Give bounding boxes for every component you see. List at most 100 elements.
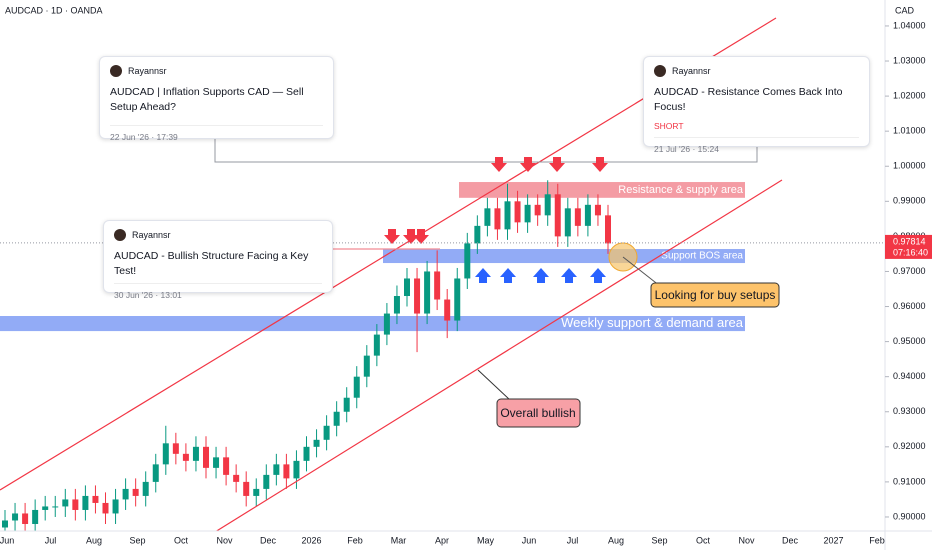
- candle-body: [383, 313, 390, 335]
- candle-body: [554, 194, 561, 237]
- candle-body: [112, 499, 119, 514]
- candle-body: [283, 464, 290, 479]
- candle-body: [223, 457, 230, 475]
- candle-body: [454, 278, 461, 321]
- candle-body: [2, 520, 8, 528]
- idea-card[interactable]: Rayannsr AUDCAD - Resistance Comes Back …: [643, 56, 870, 154]
- candle-body: [504, 201, 511, 230]
- idea-date: 21 Jul '26 · 15:24: [654, 137, 859, 154]
- x-tick-label: May: [477, 535, 495, 545]
- y-tick-label: 1.01000: [893, 126, 926, 136]
- author: Rayannsr: [672, 66, 711, 76]
- author: Rayannsr: [128, 66, 167, 76]
- idea-card[interactable]: Rayannsr AUDCAD | Inflation Supports CAD…: [99, 56, 334, 142]
- candle-body: [12, 513, 19, 521]
- up-arrows: [475, 268, 606, 283]
- candle-body: [273, 464, 280, 475]
- candle-body: [514, 201, 521, 223]
- author: Rayannsr: [132, 230, 171, 240]
- countdown: 07:16:40: [893, 247, 928, 257]
- candle-body: [494, 208, 501, 230]
- y-tick-label: 1.00000: [893, 161, 926, 171]
- candle-body: [414, 278, 421, 314]
- price-tag: [885, 234, 932, 259]
- x-tick-label: Aug: [86, 535, 102, 545]
- x-tick-label: Nov: [216, 535, 233, 545]
- note: Looking for buy setups: [655, 288, 776, 302]
- zone: [0, 316, 745, 332]
- candle-body: [192, 446, 199, 461]
- candle-body: [32, 509, 39, 524]
- candle-body: [584, 204, 591, 226]
- pointer: [477, 369, 511, 401]
- candle-body: [363, 355, 370, 377]
- candle-body: [253, 488, 260, 496]
- x-tick-label: Jun: [522, 535, 537, 545]
- candle-body: [484, 208, 491, 226]
- note-box: [650, 282, 780, 308]
- idea-title: AUDCAD - Bullish Structure Facing a Key …: [114, 250, 309, 277]
- candle-body: [544, 194, 551, 216]
- candle-body: [434, 271, 441, 300]
- x-tick-label: Dec: [260, 535, 277, 545]
- candle-body: [323, 425, 330, 440]
- candle-body: [62, 499, 69, 507]
- candle-body: [42, 506, 49, 510]
- candle-body: [203, 446, 209, 468]
- pointer: [622, 256, 661, 287]
- idea-card[interactable]: Rayannsr AUDCAD - Bullish Structure Faci…: [103, 220, 333, 300]
- zone-label: Support BOS area: [661, 251, 743, 262]
- zone-label: Resistance & supply area: [618, 184, 744, 196]
- idea-title: AUDCAD | Inflation Supports CAD — Sell S…: [110, 86, 304, 113]
- candle-body: [82, 495, 89, 510]
- candle-body: [524, 204, 531, 223]
- candle-body: [72, 499, 79, 510]
- candle-body: [594, 204, 601, 216]
- candle-body: [444, 299, 451, 321]
- x-tick-label: Oct: [174, 535, 189, 545]
- candle-body: [293, 460, 300, 479]
- x-tick-label: Jul: [45, 535, 57, 545]
- last-price: 0.97814: [893, 236, 926, 246]
- note: Overall bullish: [500, 406, 575, 420]
- chart-title: AUDCAD · 1D · OANDA: [5, 5, 103, 15]
- candle-body: [605, 215, 611, 244]
- idea-date: 22 Jun '26 · 17:39: [110, 125, 323, 142]
- x-tick-label: Jul: [567, 535, 579, 545]
- candle-body: [313, 439, 320, 447]
- candle-body: [132, 488, 139, 496]
- candle-body: [142, 481, 149, 496]
- y-tick-label: 0.90000: [893, 511, 926, 521]
- candle-body: [243, 481, 250, 496]
- y-tick-label: 1.03000: [893, 55, 926, 65]
- candle-body: [393, 296, 400, 314]
- zone: [459, 182, 745, 198]
- y-tick-label: 0.94000: [893, 371, 926, 381]
- candle-body: [233, 474, 240, 482]
- candle-body: [303, 446, 310, 461]
- candle-body: [92, 495, 99, 503]
- candle-body: [172, 443, 179, 454]
- candle-body: [404, 278, 410, 297]
- x-tick-label: Apr: [435, 535, 449, 545]
- candle-body: [424, 271, 431, 314]
- note-box: [496, 398, 581, 428]
- candle-body: [534, 204, 541, 216]
- x-tick-label: 2027: [823, 535, 843, 545]
- candle-body: [564, 208, 571, 237]
- y-tick-label: 1.02000: [893, 90, 926, 100]
- candle-body: [162, 443, 169, 465]
- candle-body: [263, 474, 270, 489]
- x-tick-label: Jun: [0, 535, 14, 545]
- x-tick-label: Dec: [782, 535, 799, 545]
- x-tick-label: Oct: [696, 535, 711, 545]
- y-tick-label: 0.96000: [893, 301, 926, 311]
- x-tick-label: Sep: [651, 535, 667, 545]
- candle-body: [182, 453, 189, 461]
- y-tick-label: 0.93000: [893, 406, 926, 416]
- x-tick-label: Feb: [347, 535, 363, 545]
- candle-body: [574, 208, 581, 226]
- y-tick-label: 0.99000: [893, 196, 926, 206]
- candle-body: [353, 376, 360, 398]
